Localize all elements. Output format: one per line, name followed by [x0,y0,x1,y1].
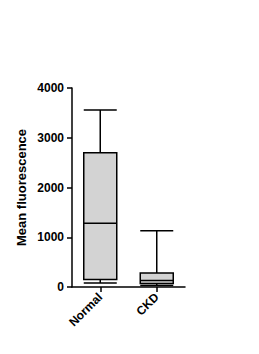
svg-text:4000: 4000 [37,81,64,95]
svg-text:CKD: CKD [133,290,162,319]
svg-text:0: 0 [57,280,64,294]
svg-text:3000: 3000 [37,131,64,145]
svg-text:2000: 2000 [37,181,64,195]
svg-text:Normal: Normal [66,290,105,329]
svg-text:1000: 1000 [37,230,64,244]
svg-text:Mean fluorescence: Mean fluorescence [14,129,29,246]
